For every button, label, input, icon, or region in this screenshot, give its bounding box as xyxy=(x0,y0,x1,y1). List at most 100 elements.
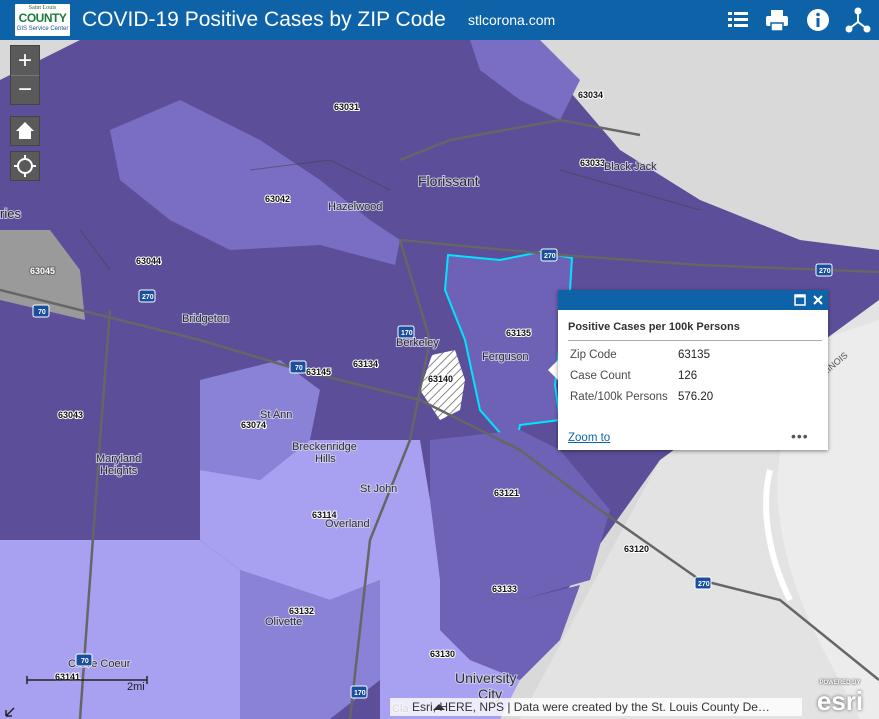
app-header: Saint Louis COUNTY GIS Service Center CO… xyxy=(0,0,879,40)
logo-line1: Saint Louis xyxy=(28,5,57,11)
zip-label: 63045 xyxy=(30,266,55,276)
highway-shield: 70 xyxy=(75,653,93,667)
place-label: Olivette xyxy=(265,616,302,628)
svg-text:270: 270 xyxy=(142,294,154,301)
place-label: Florissant xyxy=(418,173,479,189)
svg-text:270: 270 xyxy=(698,581,710,588)
zip-label: 63130 xyxy=(430,649,455,659)
zip-region-63132 xyxy=(240,570,380,719)
esri-logo: POWERED BY esri xyxy=(810,680,870,716)
site-link[interactable]: stlcorona.com xyxy=(468,12,556,28)
share-icon[interactable] xyxy=(844,6,872,34)
zip-label: 63121 xyxy=(494,488,519,498)
popup-pointer xyxy=(548,360,558,380)
place-label: ries xyxy=(0,206,21,221)
zip-label: 63042 xyxy=(265,194,290,204)
place-label: Overland xyxy=(325,518,370,530)
zip-label: 63133 xyxy=(492,584,517,594)
scale-bar xyxy=(26,676,148,684)
info-icon[interactable] xyxy=(804,6,832,34)
page-title: COVID-19 Positive Cases by ZIP Code xyxy=(82,8,446,31)
zip-region-63130 xyxy=(380,580,520,719)
powered-by-label: POWERED BY xyxy=(819,680,861,686)
highway-shield: 270 xyxy=(694,576,712,590)
svg-text:70: 70 xyxy=(81,658,89,665)
place-label: Maryland xyxy=(96,453,141,465)
highway-shield: 70 xyxy=(289,360,307,374)
highway-shield: 270 xyxy=(138,289,156,303)
place-label: Ferguson xyxy=(482,351,528,363)
attribution: Esri, HERE, NPS | Data were created by t… xyxy=(390,698,802,716)
caret-up-icon[interactable] xyxy=(432,703,446,711)
zip-label: 63145 xyxy=(306,367,331,377)
expand-icon[interactable] xyxy=(5,707,15,717)
esri-brand: esri xyxy=(816,686,864,716)
zoom-in-button[interactable]: + xyxy=(11,46,39,76)
zip-label: 63120 xyxy=(624,544,649,554)
zip-region-63074 xyxy=(200,360,320,480)
home-icon xyxy=(16,122,34,139)
svg-text:170: 170 xyxy=(354,690,366,697)
zoom-control: + − xyxy=(10,45,40,105)
zip-region-63133 xyxy=(440,580,580,680)
attribution-text: Esri, HERE, NPS | Data were created by t… xyxy=(412,700,770,714)
zip-label: 63132 xyxy=(289,606,314,616)
popup-field-value: 63135 xyxy=(678,349,710,361)
print-icon[interactable] xyxy=(763,6,791,34)
zip-label: 63140 xyxy=(428,374,453,384)
zoom-to-link[interactable]: Zoom to xyxy=(568,432,611,444)
zip-region-63114 xyxy=(200,440,440,600)
legend-list-icon[interactable] xyxy=(724,6,752,34)
zip-label: 63074 xyxy=(241,420,266,430)
highway-shield: 270 xyxy=(815,263,833,277)
zip-label: 63033 xyxy=(580,158,605,168)
popup-field-label: Case Count xyxy=(570,370,631,382)
place-label: Breckenridge xyxy=(292,441,357,453)
highway-shield: 170 xyxy=(350,685,368,699)
place-label: St Ann xyxy=(260,409,292,421)
zip-label: 63043 xyxy=(58,410,83,420)
svg-text:270: 270 xyxy=(544,253,556,260)
popup-field-label: Rate/100k Persons xyxy=(570,391,668,403)
zip-region-63140 xyxy=(420,350,465,420)
zip-region-63045 xyxy=(0,230,85,320)
logo-line2: COUNTY xyxy=(18,11,67,25)
zip-region-63034 xyxy=(470,40,580,120)
place-label: Hazelwood xyxy=(328,201,382,213)
zip-region-63121 xyxy=(430,430,610,600)
popup-divider xyxy=(568,340,822,341)
more-actions-button[interactable]: ••• xyxy=(791,428,809,444)
place-label: Heights xyxy=(100,465,138,477)
place-label: Bridgeton xyxy=(182,313,229,325)
logo-line3: GIS Service Center xyxy=(16,26,69,32)
highway-shield: 270 xyxy=(540,248,558,262)
place-label: University xyxy=(455,670,516,686)
zip-label: 63134 xyxy=(353,359,378,369)
popup-header xyxy=(558,290,828,310)
popup-field-value: 126 xyxy=(678,370,698,382)
locate-icon xyxy=(14,155,36,177)
locate-button[interactable] xyxy=(10,151,40,181)
svg-text:70: 70 xyxy=(295,365,303,372)
highway-shield: 170 xyxy=(397,325,415,339)
svg-text:270: 270 xyxy=(819,268,831,275)
popup-field-label: Zip Code xyxy=(570,349,617,361)
popup-title: Positive Cases per 100k Persons xyxy=(568,321,740,333)
svg-text:170: 170 xyxy=(401,330,413,337)
feature-popup: Positive Cases per 100k Persons Zip Code… xyxy=(558,290,828,450)
place-label: St John xyxy=(360,483,397,495)
maximize-icon[interactable] xyxy=(794,294,806,306)
svg-text:70: 70 xyxy=(38,309,46,316)
zip-label: 63114 xyxy=(312,510,337,520)
popup-field-value: 576.20 xyxy=(678,391,714,403)
home-button[interactable] xyxy=(10,116,40,146)
zip-label: 63034 xyxy=(578,90,603,100)
county-logo: Saint Louis COUNTY GIS Service Center xyxy=(15,4,70,36)
highway-shield: 70 xyxy=(32,304,50,318)
close-icon[interactable] xyxy=(812,294,824,306)
zip-region-63141 xyxy=(0,540,240,719)
place-label: Black Jack xyxy=(604,161,657,173)
scale-label: 2mi xyxy=(127,681,145,693)
zip-label: 63031 xyxy=(334,102,359,112)
zoom-out-button[interactable]: − xyxy=(17,76,32,103)
